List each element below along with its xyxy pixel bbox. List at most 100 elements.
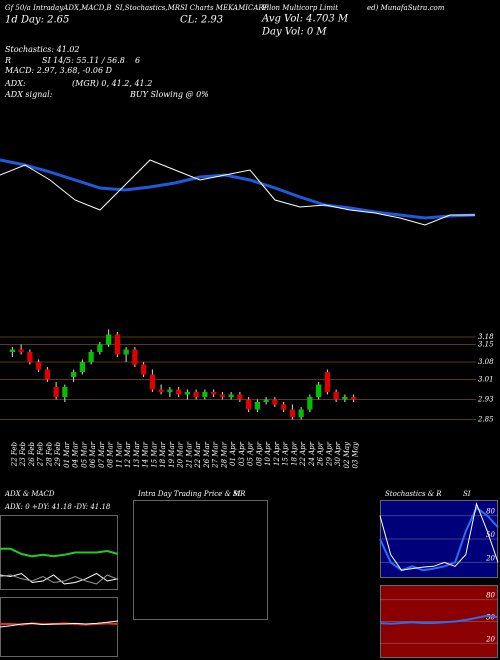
y-tick-label: 3.15 [478, 341, 494, 349]
panel-border [0, 515, 118, 590]
x-tick-label: 02 May [343, 441, 351, 468]
stat: 6 [135, 56, 140, 65]
header-text: SI Charts MEKAMICARP [180, 4, 269, 12]
y-tick-label: 50 [486, 531, 495, 539]
panel-border [380, 585, 498, 658]
y-tick-label: 20 [485, 635, 495, 643]
candle-body [289, 409, 295, 417]
x-tick-label: 18 Apr [290, 441, 298, 466]
series-line [0, 158, 476, 220]
candle-body [123, 349, 129, 355]
panel-subtitle: SI [463, 490, 471, 498]
series-line [0, 159, 475, 226]
x-tick-label: 29 Apr [325, 441, 333, 467]
series-line [379, 502, 499, 571]
series-line [0, 620, 119, 628]
x-tick-label: 08 Mar [107, 441, 115, 467]
candle-body [342, 397, 348, 400]
series-line [0, 572, 119, 585]
panel-title: ADX & MACD [4, 490, 55, 498]
candle-body [316, 384, 322, 397]
y-tick-label: 80 [486, 592, 495, 600]
header-text: SI,Stochastics,MR [115, 4, 181, 12]
candle-body [298, 409, 304, 417]
candle-body [88, 352, 94, 362]
x-tick-label: 06 Mar [89, 441, 97, 467]
candle-body [53, 387, 59, 397]
candle-body [237, 394, 243, 400]
panel-background [380, 500, 498, 578]
candle-body [324, 372, 330, 392]
x-tick-label: 12 Apr [273, 441, 281, 466]
candle-body [272, 399, 278, 405]
x-tick-label: 23 Feb [19, 441, 27, 467]
candle-body [132, 349, 138, 365]
candle-body [307, 397, 313, 410]
x-tick-label: 21 Mar [185, 441, 193, 468]
candle-body [333, 392, 339, 400]
x-tick-label: 29 Feb [54, 441, 62, 467]
header-text: Gf 50/a IntradayADX,MACD,B [5, 4, 111, 12]
x-tick-label: 11 Mar [115, 441, 123, 467]
header-text: ed) MunafaSutra.com [367, 4, 445, 12]
x-tick-label: 30 Apr [334, 441, 342, 466]
x-tick-label: 22 Mar [194, 441, 202, 468]
candle-body [9, 349, 15, 352]
x-tick-label: 26 Feb [28, 441, 36, 467]
panel-annotation: ADX: 0 +DY: 41.18 -DY: 41.18 [4, 503, 111, 511]
candle-body [254, 402, 260, 410]
candle-body [167, 389, 173, 392]
candle-body [351, 397, 357, 400]
panel-border [133, 500, 268, 620]
x-tick-label: 07 Mar [98, 441, 106, 467]
panel-background [380, 585, 498, 658]
candle-body [184, 392, 190, 395]
candle-body [71, 372, 77, 377]
y-tick-label: 2.85 [477, 416, 494, 424]
day-label: 1d Day: 2.65 [5, 15, 69, 26]
stat: ADX signal: [4, 90, 53, 99]
avg-vol: Avg Vol: 4.703 M [261, 14, 349, 25]
x-tick-label: 12 Mar [124, 441, 132, 467]
candle-body [62, 387, 68, 397]
series-line [0, 547, 119, 558]
x-tick-label: 14 Mar [142, 441, 150, 467]
day-vol: Day Vol: 0 M [261, 27, 327, 38]
panel-border [0, 597, 118, 657]
close-label: CL: 2.93 [180, 15, 223, 26]
candle-body [246, 399, 252, 410]
x-tick-label: 28 Mar [220, 441, 228, 468]
x-tick-label: 15 Apr [282, 441, 290, 466]
y-tick-label: 2.93 [477, 396, 494, 404]
x-tick-label: 22 Apr [299, 441, 307, 467]
x-tick-label: 22 Feb [10, 441, 18, 467]
x-tick-label: 18 Mar [159, 441, 167, 467]
x-tick-label: 24 Apr [308, 441, 316, 467]
series-line [379, 614, 499, 625]
stat: Stochastics: 41.02 [5, 45, 80, 54]
candle-body [18, 349, 24, 352]
candle-body [44, 369, 50, 380]
header-text: Filon Multicorp Limit [261, 4, 338, 12]
x-tick-label: 10 Apr [264, 441, 272, 466]
candle-body [193, 392, 199, 397]
y-tick-label: 80 [486, 508, 495, 516]
x-tick-label: 26 Apr [317, 441, 325, 467]
candle-body [219, 394, 225, 397]
candle-body [176, 389, 182, 395]
x-tick-label: 05 Mar [80, 441, 88, 467]
candle-body [263, 399, 269, 402]
x-tick-label: 05 Apr [247, 441, 255, 466]
y-tick-label: 50 [486, 614, 495, 622]
panel-title: Stochastics & R [385, 490, 442, 498]
candle-body [281, 404, 287, 410]
x-tick-label: 28 Feb [45, 441, 53, 467]
x-tick-label: 01 Apr [229, 441, 237, 466]
stat: MACD: 2.97, 3.68, -0.06 D [4, 66, 113, 75]
x-tick-label: 15 Mar [150, 441, 158, 467]
x-tick-label: 03 May [352, 441, 360, 468]
candle-body [211, 392, 217, 395]
y-tick-label: 3.01 [478, 376, 494, 384]
series-line [0, 574, 119, 585]
